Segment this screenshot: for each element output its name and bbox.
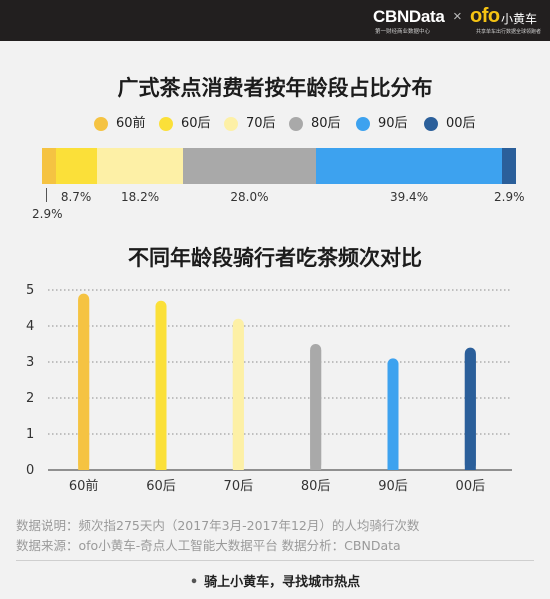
y-tick-label: 3: [26, 355, 34, 370]
cbndata-logo-subtitle: 第一财经商业数据中心: [375, 29, 431, 35]
stacked-bar-segment: [315, 148, 503, 184]
legend-swatch: [424, 117, 438, 131]
legend-swatch: [94, 117, 108, 131]
legend-swatch: [356, 117, 370, 131]
header-bar: CBNData 第一财经商业数据中心 × ofo 小黄车 共享单车出行数据全球领…: [0, 0, 550, 41]
stacked-value-label: 2.9%: [494, 190, 525, 204]
ofo-logo-subtitle: 共享单车出行数据全球领跑者: [476, 29, 542, 35]
ofo-logo-chinese: 小黄车: [501, 12, 538, 26]
legend-swatch: [224, 117, 238, 131]
x-tick-label: 60后: [146, 479, 176, 494]
slogan: • 骑上小黄车，寻找城市热点: [0, 571, 550, 590]
legend-label: 70后: [246, 116, 276, 131]
ofo-logo: ofo: [470, 5, 500, 27]
legend-swatch: [289, 117, 303, 131]
bullet-icon: •: [189, 575, 199, 590]
x-tick-label: 90后: [378, 479, 408, 494]
stacked-bar-segment: [502, 148, 516, 184]
stacked-chart-title: 广式茶点消费者按年龄段占比分布: [117, 76, 433, 100]
stacked-bar-segment: [55, 148, 97, 184]
legend-label: 90后: [378, 116, 408, 131]
frequency-bar-body: [387, 364, 399, 470]
x-tick-label: 00后: [456, 479, 486, 494]
legend-label: 60前: [116, 116, 146, 131]
x-tick-label: 70后: [224, 479, 254, 494]
stacked-bar-segment: [183, 148, 316, 184]
label-leader-tick: [46, 188, 47, 202]
y-tick-label: 0: [26, 463, 34, 478]
stacked-value-label: 28.0%: [230, 190, 269, 204]
legend-label: 60后: [181, 116, 211, 131]
cbndata-logo: CBNData: [373, 7, 445, 26]
legend: 60前 60后 70后 80后 90后 00后: [94, 116, 476, 132]
footnotes: 数据说明：频次指275天内（2017年3月-2017年12月）的人均骑行次数 数…: [16, 516, 419, 556]
stacked-bar-segment: [96, 148, 184, 184]
y-tick-label: 2: [26, 391, 34, 406]
stacked-value-label: 39.4%: [389, 190, 429, 204]
y-tick-label: 4: [26, 319, 34, 334]
data-source: 数据来源：ofo小黄车-奇点人工智能大数据平台 数据分析：CBNData: [16, 538, 401, 553]
frequency-bar-body: [464, 353, 476, 470]
stacked-bar: [42, 148, 516, 184]
frequency-bar-body: [310, 350, 322, 470]
column-chart-title: 不同年龄段骑行者吃茶频次对比: [128, 246, 422, 270]
legend-swatch: [159, 117, 173, 131]
stacked-value-label: 2.9%: [32, 207, 63, 221]
frequency-bar-body: [155, 306, 167, 470]
y-tick-label: 1: [26, 427, 34, 442]
stacked-value-label: 8.7%: [60, 190, 92, 204]
legend-label: 80后: [311, 116, 341, 131]
y-tick-label: 5: [26, 283, 34, 298]
footer-divider: [16, 560, 534, 561]
stacked-bar-segment: [42, 148, 56, 184]
x-tick-label: 60前: [69, 478, 99, 494]
frequency-bar-body: [232, 324, 244, 470]
data-note: 数据说明：频次指275天内（2017年3月-2017年12月）的人均骑行次数: [16, 518, 420, 533]
legend-label: 00后: [446, 116, 476, 131]
logo-separator: ×: [453, 8, 462, 25]
frequency-column-chart: 0 1 2 3 4 5 60前 60后 70后 80后 90后 00后: [26, 283, 512, 494]
stacked-value-label: 18.2%: [121, 190, 160, 204]
x-tick-label: 80后: [301, 479, 331, 494]
frequency-bar-body: [78, 299, 90, 470]
slogan-text: 骑上小黄车，寻找城市热点: [204, 575, 361, 590]
